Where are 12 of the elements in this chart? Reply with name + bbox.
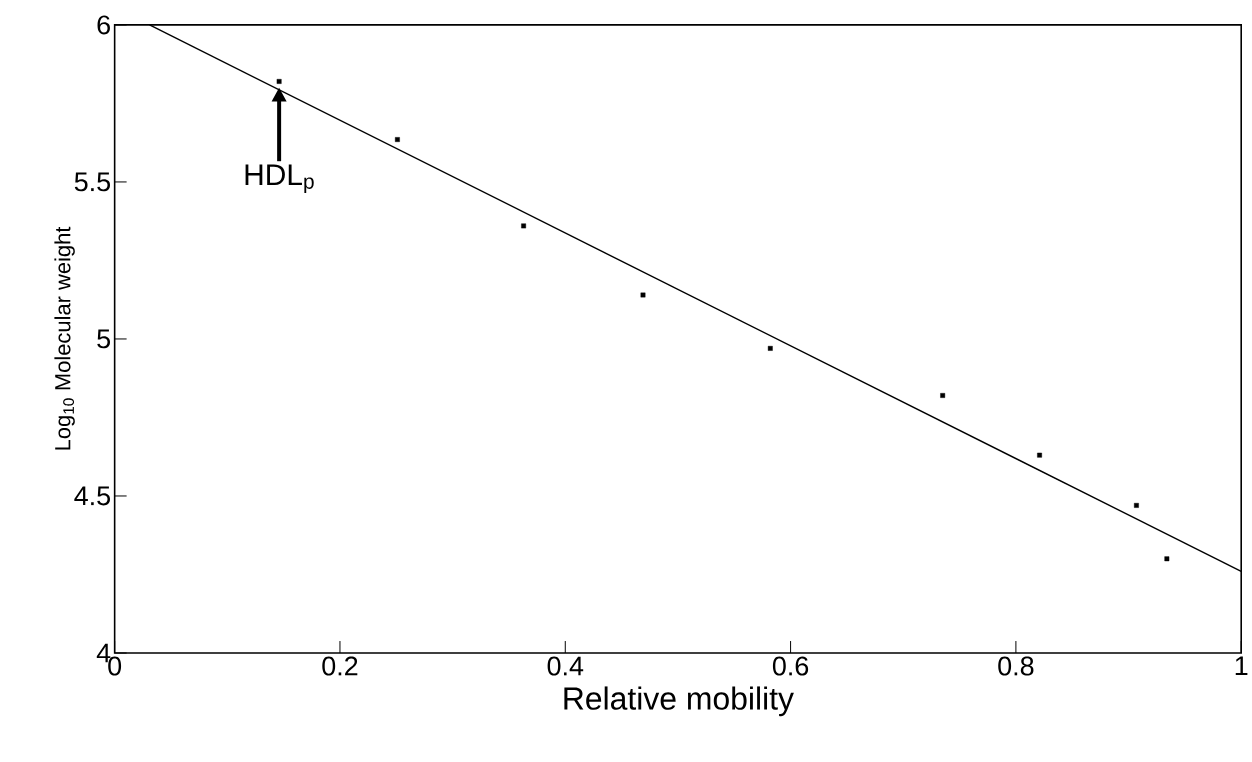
x-tick-label: 0.4: [547, 656, 584, 676]
y-tick-label: 5: [97, 329, 110, 349]
x-tick-label: 0.2: [322, 656, 358, 676]
y-tick-label: 4.5: [74, 486, 110, 506]
annotation: HDL$_{p}$: [245, 164, 314, 194]
y-tick-label: 5.5: [74, 172, 110, 192]
x-tick-label: 0.8: [998, 656, 1034, 676]
x-axis-title: Relative mobility: [564, 686, 794, 717]
y-axis-title: Log$_{10}$ Molecular weight: [54, 226, 75, 450]
x-tick-label: 0.6: [772, 656, 809, 676]
x-tick-label: 1: [1235, 656, 1248, 676]
y-tick-label: 6: [97, 15, 110, 35]
